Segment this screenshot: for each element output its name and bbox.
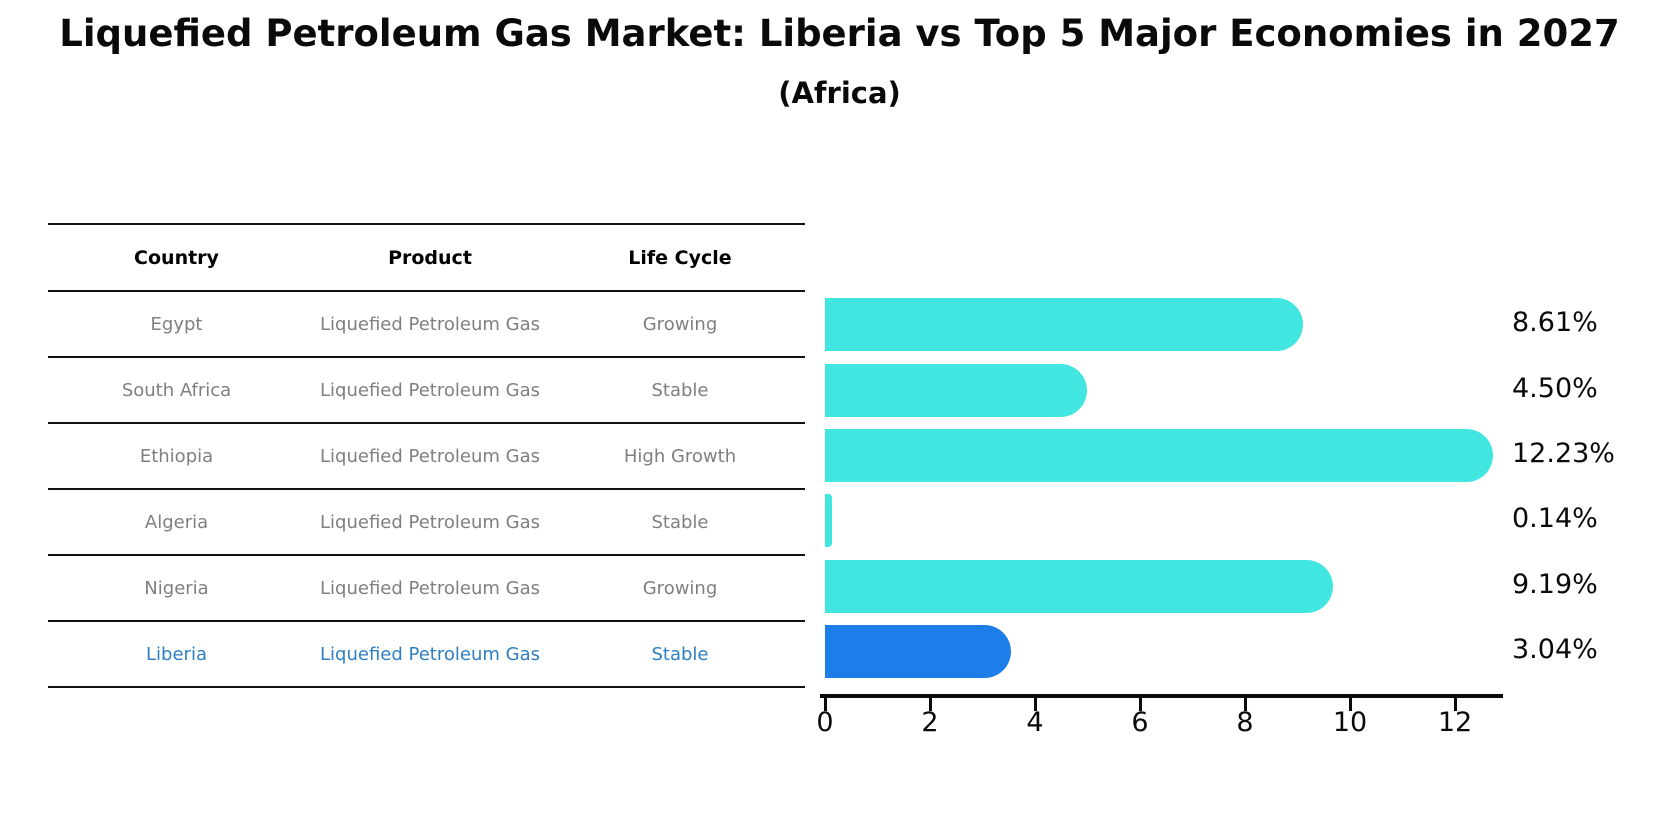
cell-life-cycle: Growing <box>642 313 718 335</box>
x-axis-tick <box>1454 698 1457 711</box>
x-axis-tick <box>1034 698 1037 711</box>
cell-life-cycle: Stable <box>651 379 709 401</box>
value-label-ethiopia: 12.23% <box>1512 438 1615 469</box>
table-row-nigeria: Nigeria Liquefied Petroleum Gas Growing <box>48 556 805 622</box>
table-header-row: Country Product Life Cycle <box>48 225 805 292</box>
cell-country: Algeria <box>144 511 209 533</box>
x-axis-tick-label: 4 <box>1026 707 1044 738</box>
cell-country: Liberia <box>146 643 207 665</box>
table-row-algeria: Algeria Liquefied Petroleum Gas Stable <box>48 490 805 556</box>
x-axis-tick-label: 2 <box>921 707 939 738</box>
x-axis-tick <box>1349 698 1352 711</box>
x-axis-line <box>820 694 1503 698</box>
bar-egypt <box>825 297 1303 351</box>
cell-product: Liquefied Petroleum Gas <box>320 511 540 533</box>
column-header-country: Country <box>134 246 219 269</box>
value-label-south-africa: 4.50% <box>1512 373 1598 404</box>
cell-life-cycle: Growing <box>642 577 718 599</box>
table-row-south-africa: South Africa Liquefied Petroleum Gas Sta… <box>48 358 805 424</box>
x-axis-tick <box>1139 698 1142 711</box>
x-axis-tick <box>824 698 827 711</box>
x-axis-tick <box>1244 698 1247 711</box>
cell-life-cycle: Stable <box>651 643 709 665</box>
comparison-table: Country Product Life Cycle Egypt Liquefi… <box>48 223 805 688</box>
table-row-egypt: Egypt Liquefied Petroleum Gas Growing <box>48 292 805 358</box>
table-row-ethiopia: Ethiopia Liquefied Petroleum Gas High Gr… <box>48 424 805 490</box>
x-axis-tick-label: 0 <box>816 707 834 738</box>
column-header-product: Product <box>388 246 472 269</box>
value-label-algeria: 0.14% <box>1512 503 1598 534</box>
cell-country: Ethiopia <box>139 445 214 467</box>
cell-product: Liquefied Petroleum Gas <box>320 445 540 467</box>
chart-title: Liquefied Petroleum Gas Market: Liberia … <box>59 12 1620 55</box>
x-axis-tick <box>929 698 932 711</box>
value-label-liberia: 3.04% <box>1512 634 1598 665</box>
cell-life-cycle: High Growth <box>623 445 737 467</box>
x-axis-tick-label: 10 <box>1332 707 1368 738</box>
table-row-liberia: Liberia Liquefied Petroleum Gas Stable <box>48 622 805 688</box>
bar-south-africa <box>825 363 1087 417</box>
cell-product: Liquefied Petroleum Gas <box>320 643 540 665</box>
x-axis-tick-label: 12 <box>1437 707 1473 738</box>
cell-product: Liquefied Petroleum Gas <box>320 577 540 599</box>
bar-liberia-highlighted <box>825 624 1011 678</box>
column-header-life-cycle: Life Cycle <box>628 246 732 269</box>
x-axis-tick-label: 6 <box>1131 707 1149 738</box>
value-label-nigeria: 9.19% <box>1512 569 1598 600</box>
cell-country: Nigeria <box>144 577 209 599</box>
cell-product: Liquefied Petroleum Gas <box>320 313 540 335</box>
bar-ethiopia <box>825 428 1493 482</box>
bar-nigeria <box>825 559 1333 613</box>
cell-product: Liquefied Petroleum Gas <box>320 379 540 401</box>
cell-life-cycle: Stable <box>651 511 709 533</box>
cell-country: Egypt <box>150 313 203 335</box>
chart-subtitle: (Africa) <box>778 76 901 110</box>
value-label-egypt: 8.61% <box>1512 307 1598 338</box>
cell-country: South Africa <box>121 379 232 401</box>
x-axis-tick-label: 8 <box>1236 707 1254 738</box>
bar-algeria <box>825 493 832 547</box>
